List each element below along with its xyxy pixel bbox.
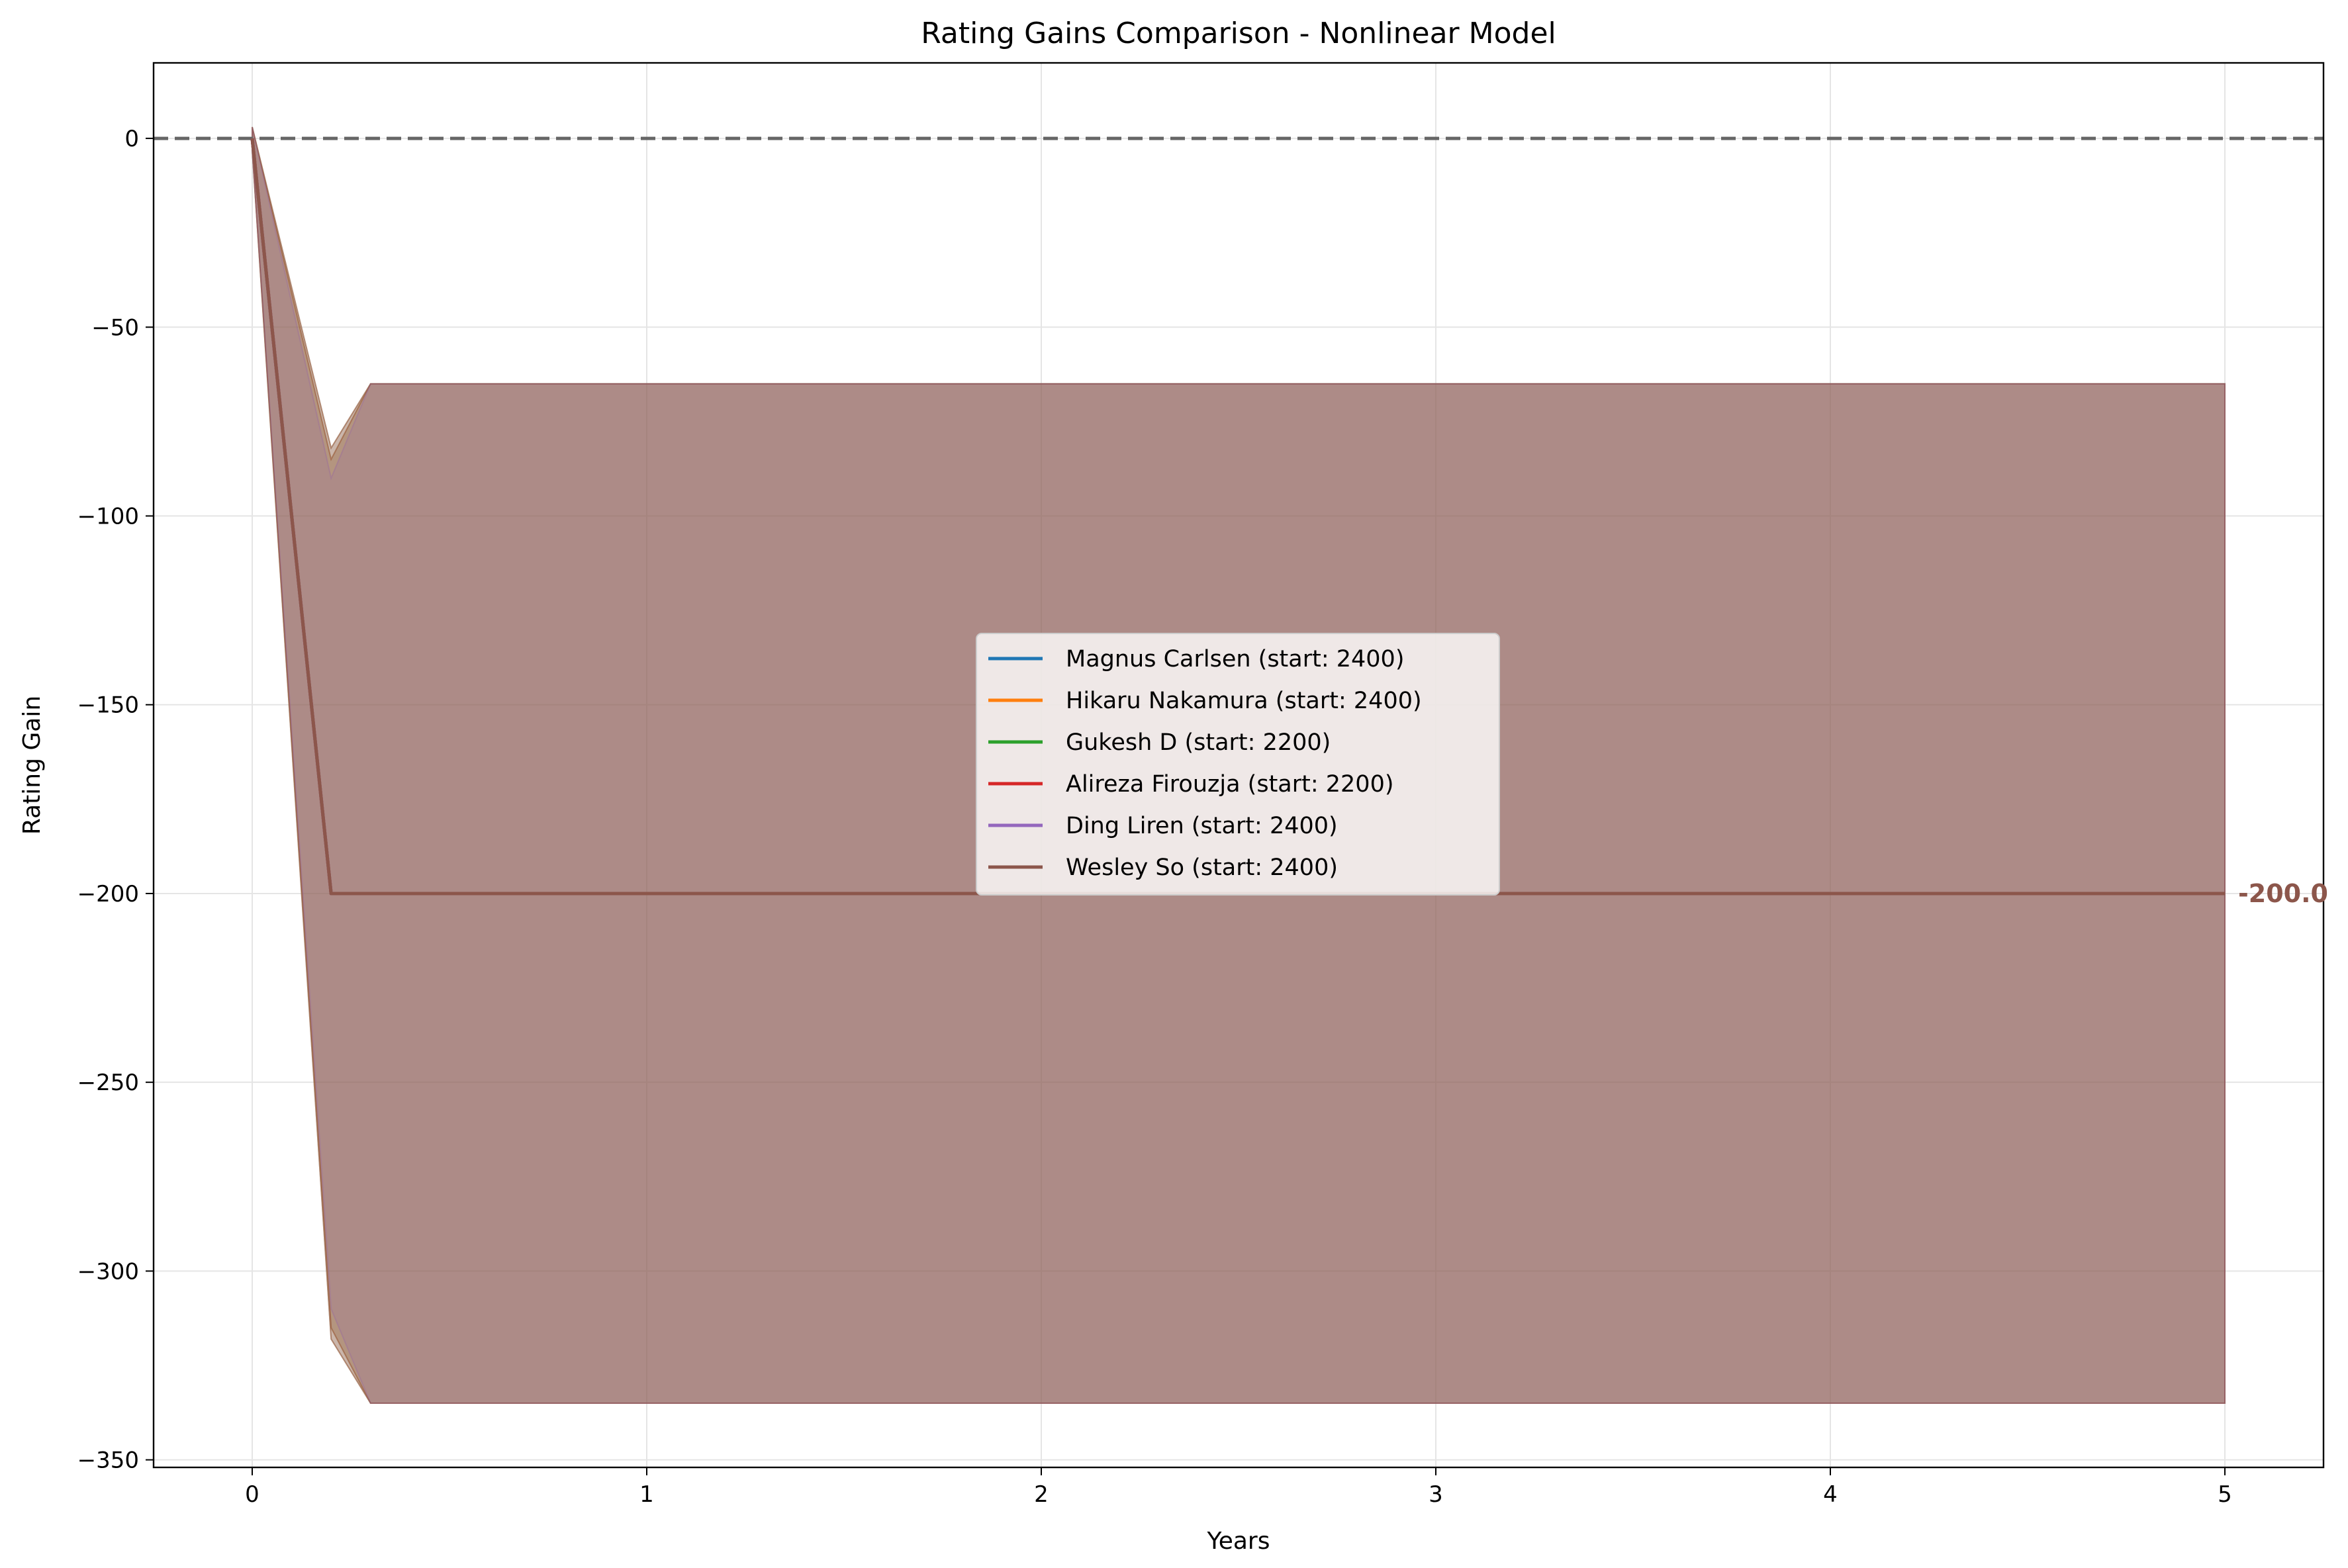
x-tick-label: 0 — [245, 1481, 259, 1508]
legend-entry: Wesley So (start: 2400) — [1066, 854, 1338, 881]
y-axis-title: Rating Gain — [19, 696, 46, 835]
y-tick-label: −300 — [77, 1258, 139, 1285]
x-tick-label: 3 — [1429, 1481, 1443, 1508]
y-tick-label: −100 — [77, 504, 139, 530]
x-axis-title: Years — [1207, 1528, 1270, 1555]
legend-entry: Gukesh D (start: 2200) — [1066, 729, 1331, 756]
y-tick-label: −200 — [77, 881, 139, 907]
plot-frame — [152, 62, 2325, 1469]
end-value-label: -200.0 — [2238, 879, 2328, 908]
x-tick-label: 5 — [2218, 1481, 2232, 1508]
y-tick-label: 0 — [124, 126, 139, 152]
axis-ticks: 0 1 2 3 4 5 0 −50 −100 −150 −200 −250 −300 −350 — [77, 126, 2232, 1508]
legend: Magnus Carlsen (start: 2400) Hikaru Nakam… — [976, 633, 1500, 896]
end-annotations: -200.0 — [2238, 879, 2328, 908]
x-tick-label: 4 — [1823, 1481, 1838, 1508]
y-tick-label: −250 — [77, 1070, 139, 1096]
legend-entry: Ding Liren (start: 2400) — [1066, 813, 1338, 839]
legend-entry: Magnus Carlsen (start: 2400) — [1066, 646, 1404, 672]
chart-title: Rating Gains Comparison - Nonlinear Mode… — [921, 17, 1556, 50]
x-tick-label: 1 — [639, 1481, 654, 1508]
legend-entry: Hikaru Nakamura (start: 2400) — [1066, 688, 1422, 714]
y-tick-label: −150 — [77, 692, 139, 719]
y-tick-label: −350 — [77, 1448, 139, 1474]
legend-entry: Alireza Firouzja (start: 2200) — [1066, 771, 1394, 798]
x-tick-label: 2 — [1034, 1481, 1049, 1508]
y-tick-label: −50 — [91, 314, 139, 341]
legend-box — [976, 633, 1500, 896]
